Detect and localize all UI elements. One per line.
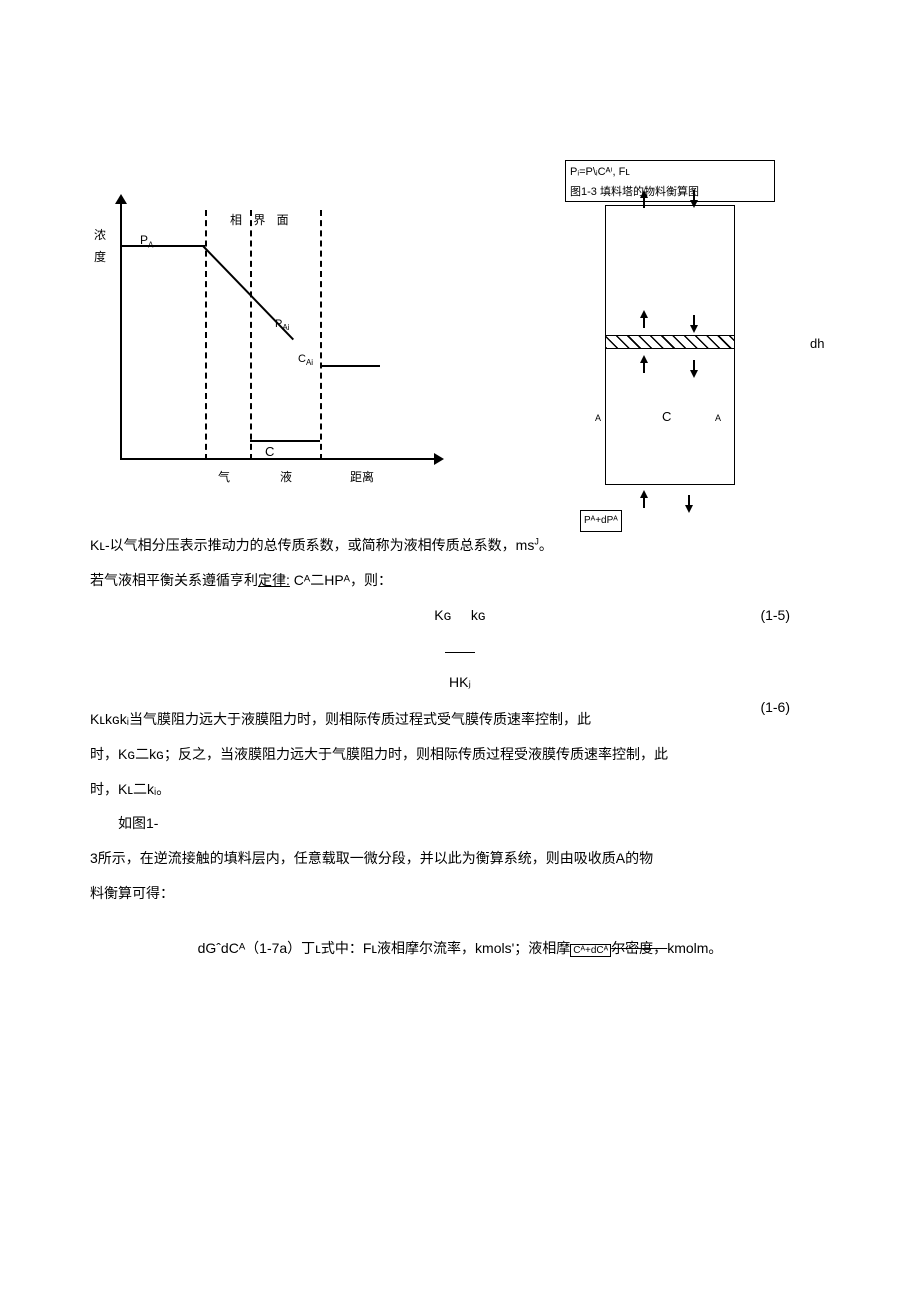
interface-label: 相 界 面 [230,210,293,232]
eq1-body: Kɢ kɢ [350,600,570,631]
cai-level-line [320,365,380,367]
paragraph-7: 3所示，在逆流接触的填料层内，任意载取一微分段，并以此为衡算系统，则由吸收质A的… [90,843,830,874]
y-axis [120,200,122,460]
bot-arrow-up [640,490,648,498]
header-line2: 图1-3 填料塔的物料衡算图 [570,183,770,203]
x-gas-label: 气 [218,467,230,489]
p9b-strike: 尔密度， [611,940,667,956]
bot-arrow-down [685,505,693,513]
paragraph-2: 若气液相平衡关系遵循亨利定律: Cᴬ二HPᴬ，则： [90,565,830,596]
eq2-denom: HKⱼ [449,674,471,690]
cai-label: CAi [298,350,313,371]
eq1-num: (1-5) [760,600,790,631]
p2a: 若气液相平衡关系遵循亨利 [90,572,258,588]
top-arrow-in [690,200,698,208]
figure-column-balance: Pᵢ=P\ᵢCᴬⁱ, Fʟ 图1-3 填料塔的物料衡算图 dh A C A Pᴬ… [510,160,860,520]
pa-level-line [122,245,205,247]
mid-arrow-up-1 [640,310,648,318]
ca-level-line [250,440,320,442]
y-axis-arrow [115,194,127,204]
paragraph-1: Kʟ-以气相分压表示推动力的总传质系数，或简称为液相传质总系数，msJ。 [90,530,830,561]
p1b: 。 [539,537,553,553]
mid-arrow-down-1 [690,325,698,333]
frac-bar [445,652,475,653]
p1a: Kʟ-以气相分压表示推动力的总传质系数，或简称为液相传质总系数，ms [90,537,534,553]
p2b-underline: 定律: [258,572,290,588]
dh-label: dh [810,332,824,355]
a-right-label: A [715,410,721,426]
paragraph-6: 如图1- [90,808,830,839]
paragraph-9: dGˆdCᴬ（1-7a）丁ʟ式中：Fʟ液相摩尔流率，kmols'；液相摩Cᴬ+d… [90,933,830,964]
c-mid-label: C [662,405,671,428]
pa-dpa-box: Pᴬ+dPᴬ [580,510,622,532]
eq1-lhs: Kɢ [434,607,451,623]
body-text-section: Kʟ-以气相分压表示推动力的总传质系数，或简称为液相传质总系数，msJ。 若气液… [90,530,830,968]
x-liq-label: 液 [280,467,292,489]
equation-2: HKⱼ [90,636,830,698]
pai-label: PAi [275,315,289,336]
ca-dca-box: Cᴬ+dCᴬ [570,944,611,957]
dh-band [605,335,735,349]
top-arrow-up [640,190,648,198]
y-axis-label: 浓度 [94,225,108,268]
equation-1: Kɢ kɢ (1-5) [90,600,830,631]
mid-arrow-up-2 [640,355,648,363]
figures-row: 浓度 相 界 面 PA PAi CAi C 气 液 距离 Pᵢ=P\ᵢCᴬⁱ, … [90,170,890,510]
c-label: C [265,440,274,463]
paragraph-4: 时，Kɢ二kɢ；反之，当液膜阻力远大于气膜阻力时，则相际传质过程受液膜传质速率控… [90,739,830,770]
eq1-rhs: kɢ [471,607,486,623]
header-line1: Pᵢ=P\ᵢCᴬⁱ, Fʟ [570,163,770,183]
paragraph-5: 时，Kʟ二kᵢ。 [90,774,830,805]
p9c: kmolm。 [667,940,722,956]
figure-header-box: Pᵢ=P\ᵢCᴬⁱ, Fʟ 图1-3 填料塔的物料衡算图 [565,160,775,202]
p2c: Cᴬ二HPᴬ，则： [290,572,392,588]
a-left-label: A [595,410,601,426]
p9a: dGˆdCᴬ（1-7a）丁ʟ式中：Fʟ液相摩尔流率，kmols'；液相摩 [198,940,571,956]
dashed-line-3 [320,210,322,460]
paragraph-8: 料衡算可得： [90,878,830,909]
x-dist-label: 距离 [350,467,374,489]
mid-arrow-down-2 [690,370,698,378]
x-axis-arrow [434,453,444,465]
pa-label: PA [140,230,153,253]
dashed-line-2 [250,210,252,460]
eq2-num: (1-6) [760,692,790,723]
figure-two-film: 浓度 相 界 面 PA PAi CAi C 气 液 距离 [90,170,450,510]
x-axis [120,458,440,460]
paragraph-3: Kʟkɢkᵢ当气膜阻力远大于液膜阻力时，则相际传质过程式受气膜传质速率控制，此 [90,704,830,735]
